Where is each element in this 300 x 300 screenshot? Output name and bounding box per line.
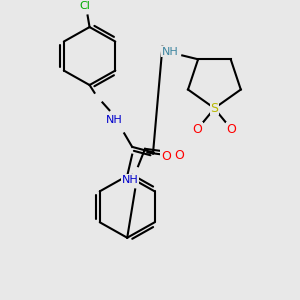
- Text: O: O: [193, 123, 202, 136]
- Text: NH: NH: [106, 115, 123, 125]
- Text: O: O: [161, 150, 171, 163]
- Text: NH: NH: [162, 46, 179, 57]
- Text: S: S: [210, 102, 218, 115]
- Text: Cl: Cl: [79, 1, 90, 11]
- Text: O: O: [226, 123, 236, 136]
- Text: NH: NH: [122, 175, 139, 185]
- Text: O: O: [174, 149, 184, 162]
